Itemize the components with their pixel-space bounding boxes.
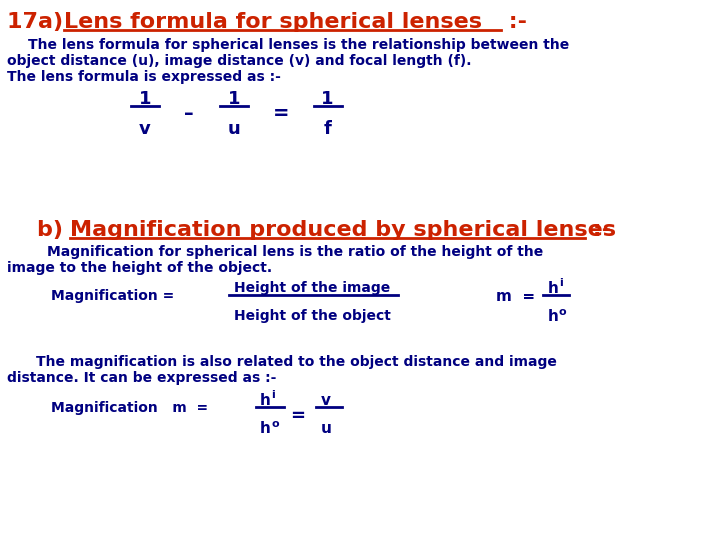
Text: Magnification produced by spherical lenses: Magnification produced by spherical lens… xyxy=(70,220,616,240)
Text: :-: :- xyxy=(500,12,527,32)
Text: h: h xyxy=(547,281,559,296)
Text: Height of the object: Height of the object xyxy=(234,309,391,323)
Text: u: u xyxy=(228,120,240,138)
Text: –: – xyxy=(184,104,194,123)
Text: f: f xyxy=(324,120,331,138)
Text: 1: 1 xyxy=(139,90,151,108)
Text: distance. It can be expressed as :-: distance. It can be expressed as :- xyxy=(7,371,277,385)
Text: Lens formula for spherical lenses: Lens formula for spherical lenses xyxy=(63,12,482,32)
Text: image to the height of the object.: image to the height of the object. xyxy=(7,261,273,275)
Text: Magnification   m  =: Magnification m = xyxy=(51,401,209,415)
Text: o: o xyxy=(271,419,279,429)
Text: =: = xyxy=(290,407,305,425)
Text: m  =: m = xyxy=(496,289,535,304)
Text: object distance (u), image distance (v) and focal length (f).: object distance (u), image distance (v) … xyxy=(7,54,472,68)
Text: Height of the image: Height of the image xyxy=(234,281,390,295)
Text: The lens formula is expressed as :-: The lens formula is expressed as :- xyxy=(7,70,282,84)
Text: b): b) xyxy=(37,220,71,240)
Text: :-: :- xyxy=(585,220,611,240)
Text: =: = xyxy=(273,104,289,123)
Text: Magnification =: Magnification = xyxy=(51,289,175,303)
Text: 1: 1 xyxy=(321,90,334,108)
Text: h: h xyxy=(260,393,271,408)
Text: v: v xyxy=(321,393,331,408)
Text: 1: 1 xyxy=(228,90,240,108)
Text: o: o xyxy=(559,307,567,317)
Text: The magnification is also related to the object distance and image: The magnification is also related to the… xyxy=(35,355,557,369)
Text: i: i xyxy=(271,390,275,400)
Text: Magnification for spherical lens is the ratio of the height of the: Magnification for spherical lens is the … xyxy=(47,245,543,259)
Text: 17a): 17a) xyxy=(7,12,71,32)
Text: The lens formula for spherical lenses is the relationship between the: The lens formula for spherical lenses is… xyxy=(28,38,570,52)
Text: i: i xyxy=(559,278,562,288)
Text: h: h xyxy=(547,309,559,324)
Text: h: h xyxy=(260,421,271,436)
Text: v: v xyxy=(139,120,151,138)
Text: u: u xyxy=(321,421,332,436)
